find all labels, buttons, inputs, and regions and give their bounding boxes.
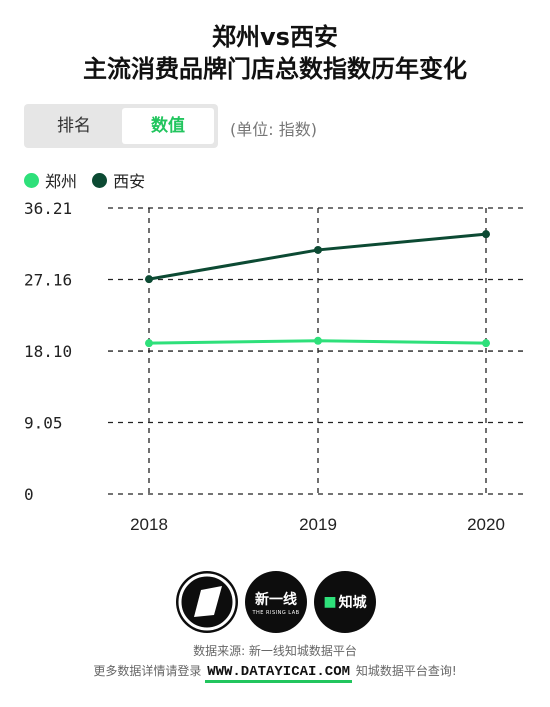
logo-rising-lab-text: 新一线 (255, 591, 297, 608)
website-link[interactable]: WWW.DATAYICAI.COM (205, 664, 353, 683)
logo-rising-lab-subtext: THE RISING LAB (252, 609, 300, 616)
logo-zhicheng-text: 知城 (338, 595, 367, 611)
y-tick-label: 36.21 (24, 199, 72, 218)
legend: 郑州 西安 (24, 168, 155, 192)
footer-line2: 更多数据详情请登录 WWW.DATAYICAI.COM 知城数据平台查询! (0, 662, 550, 683)
logo-row: 新一线 THE RISING LAB ■ 知城 (0, 571, 550, 635)
tab-value[interactable]: 数值 (122, 108, 214, 144)
x-tick-label: 2019 (299, 515, 337, 534)
footer-suffix: 知城数据平台查询! (355, 664, 457, 678)
footer-prefix: 更多数据详情请登录 (93, 664, 202, 678)
chart-title-line2: 主流消费品牌门店总数指数历年变化 (83, 55, 467, 83)
legend-item-zhengzhou[interactable]: 郑州 (24, 168, 77, 192)
view-toggle: 排名 数值 (24, 104, 218, 148)
unit-label: (单位: 指数) (230, 120, 317, 139)
data-point (314, 245, 322, 254)
y-tick-label: 27.16 (24, 270, 72, 289)
logo-zhicheng-mark-icon: ■ (323, 594, 337, 610)
logo-zhicheng: ■ 知城 (314, 571, 376, 633)
data-point (314, 336, 322, 345)
data-point (482, 230, 490, 239)
line-chart: 36.21 27.16 18.10 9.05 0 2018 2019 2020 (24, 199, 526, 534)
legend-dot-zhengzhou (24, 172, 39, 188)
chart-title-line1: 郑州vs西安 (212, 23, 338, 51)
data-source: 数据来源: 新一线知城数据平台 (193, 644, 357, 658)
legend-item-xian[interactable]: 西安 (92, 168, 145, 192)
y-tick-label: 0 (24, 485, 34, 504)
logo-mark-icon (176, 571, 238, 633)
legend-label-zhengzhou: 郑州 (45, 172, 78, 191)
y-tick-label: 9.05 (24, 414, 63, 433)
legend-dot-xian (92, 172, 108, 188)
legend-label-xian: 西安 (113, 172, 146, 191)
x-tick-label: 2020 (467, 515, 505, 534)
data-point (145, 339, 153, 348)
data-point (145, 275, 153, 284)
tab-rank[interactable]: 排名 (57, 116, 91, 136)
logo-rising-lab: 新一线 THE RISING LAB (245, 571, 307, 633)
y-tick-label: 18.10 (24, 342, 72, 361)
logo-mark-shape-icon (178, 573, 236, 631)
data-point (482, 339, 490, 348)
x-tick-label: 2018 (130, 515, 168, 534)
